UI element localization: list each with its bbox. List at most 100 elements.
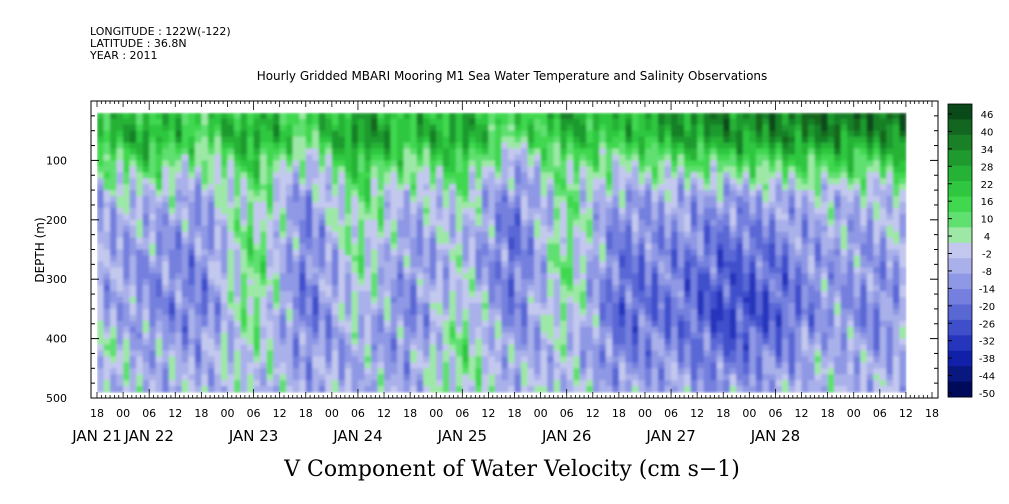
heatmap-cell: [384, 320, 392, 328]
heatmap-cell: [429, 291, 437, 298]
heatmap-cell: [644, 160, 653, 167]
heatmap-cell: [690, 118, 698, 126]
heatmap-cell: [403, 326, 411, 334]
heatmap-cell: [214, 356, 222, 363]
heatmap-cell: [534, 201, 542, 209]
heatmap-cell: [573, 196, 581, 203]
heatmap-cell: [233, 344, 242, 352]
heatmap-cell: [592, 285, 600, 292]
heatmap-cell: [644, 231, 653, 239]
heatmap-cell: [618, 279, 626, 286]
heatmap-cell: [586, 308, 594, 316]
heatmap-cell: [762, 374, 770, 381]
heatmap-cell: [103, 231, 111, 239]
heatmap-cell: [286, 225, 294, 233]
heatmap-cell: [579, 178, 587, 185]
heatmap-cell: [410, 118, 418, 126]
heatmap-cell: [233, 196, 242, 203]
heatmap-cell: [227, 326, 235, 334]
heatmap-cell: [501, 285, 509, 292]
heatmap-cell: [103, 166, 111, 173]
heatmap-cell: [755, 148, 763, 156]
heatmap-cell: [534, 172, 542, 179]
heatmap-cell: [573, 136, 581, 144]
heatmap-cell: [194, 130, 202, 138]
heatmap-cell: [142, 231, 150, 239]
heatmap-cell: [279, 350, 287, 358]
heatmap-cell: [351, 166, 359, 173]
heatmap-cell: [527, 285, 535, 292]
heatmap-cell: [325, 308, 333, 316]
heatmap-cell: [162, 297, 170, 304]
heatmap-cell: [364, 267, 372, 274]
heatmap-cell: [566, 255, 574, 262]
heatmap-cell: [690, 207, 698, 215]
heatmap-cell: [573, 297, 581, 304]
heatmap-cell: [723, 350, 731, 358]
heatmap-cell: [455, 308, 463, 316]
heatmap-cell: [488, 213, 496, 221]
heatmap-cell: [181, 237, 189, 245]
heatmap-cell: [286, 213, 294, 221]
heatmap-cell: [247, 267, 255, 274]
heatmap-cell: [540, 142, 548, 150]
heatmap-cell: [331, 154, 339, 161]
heatmap-cell: [736, 201, 744, 209]
heatmap-cell: [481, 338, 489, 346]
heatmap-cell: [351, 243, 359, 251]
heatmap-cell: [357, 130, 366, 138]
heatmap-cell: [279, 332, 287, 340]
heatmap-cell: [207, 386, 216, 393]
heatmap-cell: [618, 368, 626, 375]
heatmap-cell: [273, 255, 281, 262]
heatmap-cell: [338, 118, 346, 126]
heatmap-cell: [318, 279, 326, 286]
heatmap-cell: [742, 350, 750, 358]
heatmap-cell: [651, 118, 659, 126]
heatmap-cell: [266, 356, 274, 363]
heatmap-cell: [481, 196, 489, 203]
heatmap-cell: [201, 219, 209, 227]
heatmap-cell: [207, 207, 216, 215]
heatmap-cell: [684, 279, 692, 286]
heatmap-cell: [788, 112, 796, 120]
heatmap-cell: [716, 207, 724, 215]
heatmap-cell: [560, 356, 568, 363]
heatmap-cell: [331, 148, 339, 156]
heatmap-cell: [755, 368, 763, 375]
heatmap-cell: [462, 344, 470, 352]
heatmap-cell: [547, 142, 555, 150]
heatmap-cell: [521, 302, 529, 310]
heatmap-cell: [742, 302, 750, 310]
heatmap-cell: [462, 207, 470, 215]
heatmap-cell: [149, 261, 157, 268]
heatmap-cell: [449, 273, 457, 280]
heatmap-cell: [436, 172, 444, 179]
heatmap-cell: [423, 356, 431, 363]
heatmap-cell: [436, 338, 444, 346]
heatmap-cell: [149, 291, 157, 298]
heatmap-cell: [253, 172, 261, 179]
heatmap-cell: [116, 154, 124, 161]
heatmap-cell: [423, 344, 431, 352]
heatmap-cell: [599, 308, 607, 316]
heatmap-cell: [331, 273, 339, 280]
heatmap-cell: [462, 350, 470, 358]
heatmap-cell: [233, 172, 242, 179]
heatmap-cell: [357, 314, 366, 322]
heatmap-cell: [762, 207, 770, 215]
heatmap-cell: [318, 196, 326, 203]
heatmap-cell: [168, 207, 176, 215]
heatmap-cell: [442, 374, 450, 381]
heatmap-cell: [384, 338, 392, 346]
heatmap-cell: [468, 291, 476, 298]
heatmap-cell: [240, 386, 248, 393]
heatmap-cell: [416, 160, 424, 167]
heatmap-cell: [579, 112, 587, 120]
heatmap-cell: [410, 148, 418, 156]
heatmap-cell: [129, 190, 137, 197]
heatmap-cell: [220, 172, 229, 179]
heatmap-cell: [110, 255, 118, 262]
heatmap-cell: [631, 231, 640, 239]
heatmap-cell: [736, 255, 744, 262]
